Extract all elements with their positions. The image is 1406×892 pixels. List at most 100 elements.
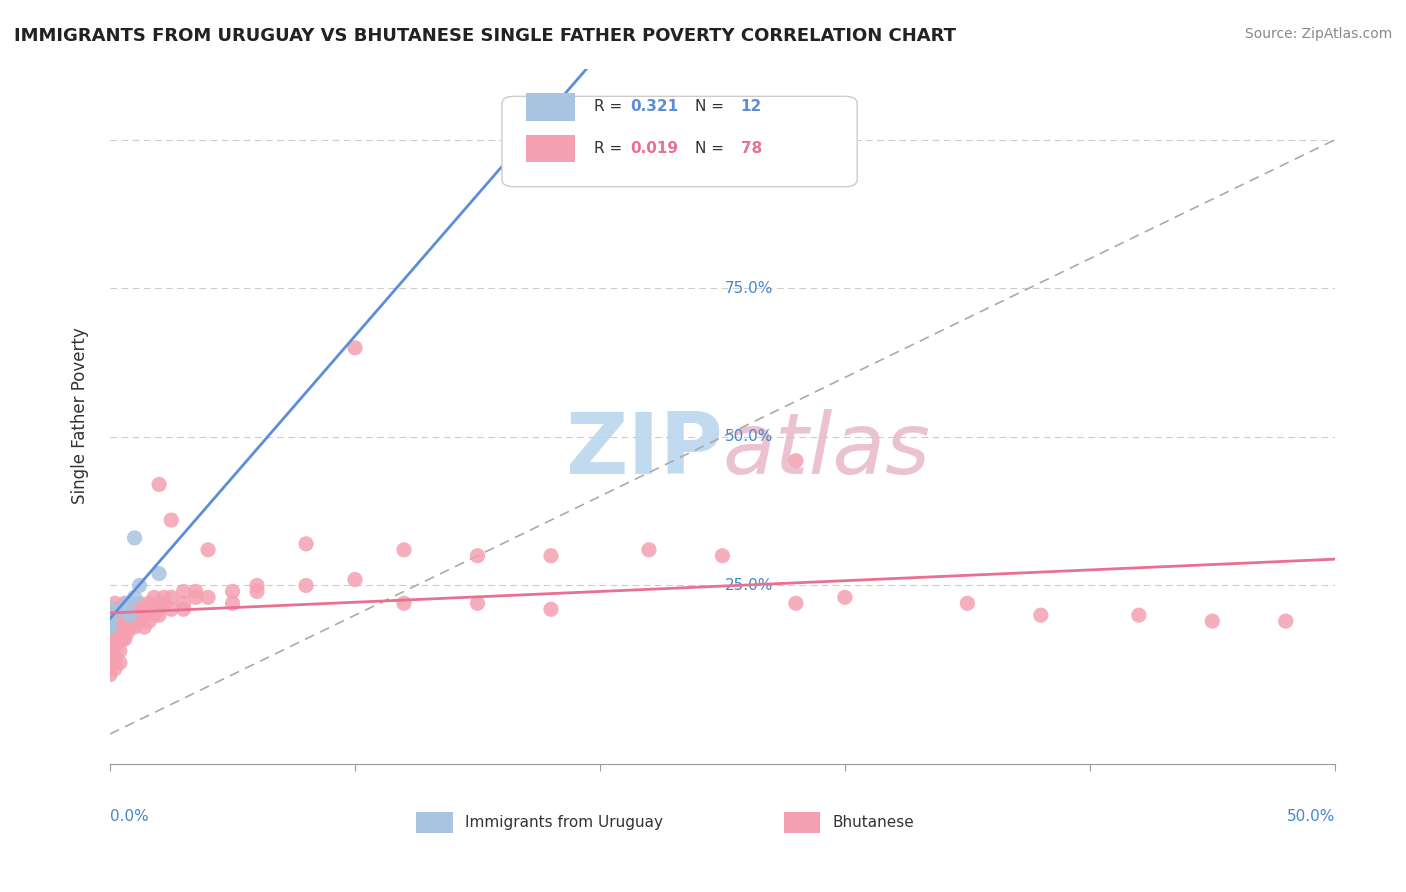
Point [343, 341, 366, 355]
Text: 78: 78 [741, 141, 762, 156]
Point [221, 584, 243, 599]
Text: 50.0%: 50.0% [725, 429, 773, 444]
Point [98, 617, 121, 632]
Point [160, 513, 183, 527]
Point [173, 596, 195, 610]
Point [834, 591, 856, 605]
Point [295, 578, 318, 592]
Point [956, 596, 979, 610]
Point [108, 602, 131, 616]
Point [98, 626, 121, 640]
Point [111, 614, 134, 628]
Point [124, 614, 146, 628]
Point [98, 608, 121, 623]
Text: R =: R = [593, 141, 627, 156]
Point [104, 638, 127, 652]
Point [108, 620, 131, 634]
Point [711, 549, 734, 563]
Text: 25.0%: 25.0% [725, 578, 773, 593]
Point [785, 596, 807, 610]
Point [104, 596, 127, 610]
Point [98, 632, 121, 646]
Point [138, 614, 160, 628]
Point [114, 620, 136, 634]
Point [246, 578, 269, 592]
Point [124, 620, 146, 634]
Point [128, 608, 150, 623]
Point [295, 537, 318, 551]
Text: 12: 12 [741, 99, 762, 114]
Point [104, 649, 127, 664]
Point [148, 566, 170, 581]
Bar [783, 813, 820, 833]
Point [98, 667, 121, 681]
Text: 0.019: 0.019 [630, 141, 679, 156]
Bar [526, 93, 575, 120]
Point [128, 596, 150, 610]
Point [124, 602, 146, 616]
Bar [416, 813, 453, 833]
Point [111, 608, 134, 623]
Point [148, 477, 170, 491]
Point [98, 608, 121, 623]
Y-axis label: Single Father Poverty: Single Father Poverty [72, 327, 89, 505]
Point [115, 626, 138, 640]
Point [98, 649, 121, 664]
Point [1274, 614, 1296, 628]
Point [98, 656, 121, 670]
Point [148, 602, 170, 616]
Point [138, 602, 160, 616]
Point [173, 602, 195, 616]
Point [540, 549, 562, 563]
Text: N =: N = [696, 99, 730, 114]
Point [134, 620, 156, 634]
Point [638, 542, 661, 557]
Point [111, 602, 134, 616]
Point [160, 591, 183, 605]
Point [124, 531, 146, 545]
Text: R =: R = [593, 99, 627, 114]
Point [118, 620, 141, 634]
Point [160, 602, 183, 616]
Point [115, 596, 138, 610]
Point [98, 614, 121, 628]
Point [118, 608, 141, 623]
Point [143, 591, 166, 605]
Point [184, 591, 207, 605]
Point [221, 596, 243, 610]
Text: Source: ZipAtlas.com: Source: ZipAtlas.com [1244, 27, 1392, 41]
Point [98, 620, 121, 634]
Point [98, 614, 121, 628]
Point [197, 591, 219, 605]
Text: 100.0%: 100.0% [725, 132, 783, 147]
Point [540, 602, 562, 616]
Point [98, 662, 121, 676]
Text: 0.321: 0.321 [630, 99, 679, 114]
Point [153, 591, 176, 605]
Point [115, 614, 138, 628]
Text: Bhutanese: Bhutanese [832, 815, 914, 830]
Point [104, 620, 127, 634]
Point [148, 596, 170, 610]
Point [115, 602, 138, 616]
Point [246, 584, 269, 599]
Point [392, 596, 415, 610]
Point [98, 617, 121, 632]
Point [118, 608, 141, 623]
Point [128, 614, 150, 628]
Point [197, 542, 219, 557]
Point [104, 632, 127, 646]
Point [148, 608, 170, 623]
Text: Immigrants from Uruguay: Immigrants from Uruguay [465, 815, 664, 830]
Point [118, 596, 141, 610]
Point [108, 614, 131, 628]
Point [138, 596, 160, 610]
Point [467, 549, 489, 563]
Bar [526, 135, 575, 162]
Point [392, 542, 415, 557]
Point [143, 608, 166, 623]
Point [467, 596, 489, 610]
Point [143, 602, 166, 616]
Text: N =: N = [696, 141, 730, 156]
Point [343, 573, 366, 587]
